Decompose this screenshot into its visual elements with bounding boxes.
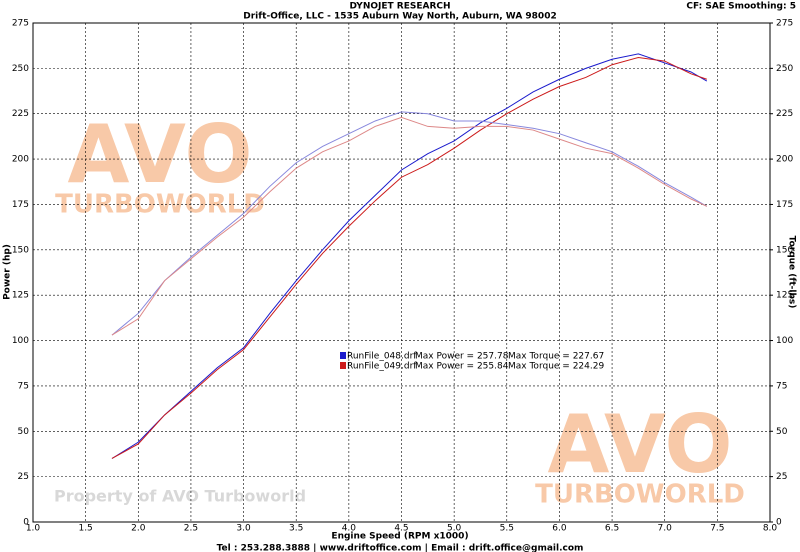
legend-file: RunFile_048.drf: [347, 352, 417, 362]
y2-tick-label: 50: [776, 427, 788, 437]
y2-tick-label: 0: [776, 518, 782, 528]
x-tick-label: 2.0: [131, 524, 146, 534]
watermark: AVO: [548, 398, 733, 491]
y2-tick-label: 200: [776, 155, 793, 165]
series-line: [111, 53, 708, 459]
watermark: Property of AVO Turboworld: [54, 487, 306, 506]
y-tick-label: 175: [12, 200, 29, 210]
chart-subtitle: Drift-Office, LLC - 1535 Auburn Way Nort…: [243, 12, 556, 22]
legend-file: RunFile_049.drf: [347, 362, 417, 372]
y2-tick-label: 100: [776, 336, 793, 346]
x-tick-label: 7.0: [658, 524, 673, 534]
y2-tick-label: 75: [776, 381, 787, 391]
y2-tick-label: 250: [776, 64, 793, 74]
y-tick-label: 25: [18, 472, 29, 482]
x-tick-label: 3.0: [236, 524, 251, 534]
x-tick-label: 1.0: [26, 524, 41, 534]
chart-title: DYNOJET RESEARCH: [349, 2, 450, 12]
legend-max-power: Max Power = 255.84: [415, 362, 509, 372]
legend-max-power: Max Power = 257.78: [415, 352, 509, 362]
watermark: TURBOWORLD: [535, 480, 745, 510]
y-tick-label: 275: [12, 19, 29, 29]
x-tick-label: 5.5: [500, 524, 514, 534]
x-tick-label: 4.5: [394, 524, 408, 534]
legend-swatch: [340, 362, 346, 369]
x-tick-label: 1.5: [78, 524, 92, 534]
legend-max-torque: Max Torque = 227.67: [508, 352, 604, 362]
x-tick-label: 6.5: [605, 524, 619, 534]
y-tick-label: 250: [12, 64, 29, 74]
x-tick-label: 2.5: [184, 524, 198, 534]
legend-swatch: [340, 352, 346, 359]
y-tick-label: 225: [12, 109, 29, 119]
series-line: [111, 56, 707, 459]
y-tick-label: 75: [18, 381, 29, 391]
x-tick-label: 8.0: [763, 524, 778, 534]
watermark: AVO: [68, 108, 253, 201]
y2-tick-label: 25: [776, 472, 787, 482]
y-tick-label: 150: [12, 245, 29, 255]
y-tick-label: 50: [18, 427, 30, 437]
x-tick-label: 3.5: [289, 524, 303, 534]
legend-max-torque: Max Torque = 224.29: [508, 362, 604, 372]
y-tick-label: 0: [23, 518, 29, 528]
y2-tick-label: 150: [776, 245, 793, 255]
y2-axis-label: Torque (ft-lbs): [787, 236, 797, 309]
y-axis-label: Power (hp): [3, 244, 13, 300]
settings-text: CF: SAE Smoothing: 5: [686, 2, 796, 12]
footer: Tel : 253.288.3888 | www.driftoffice.com…: [217, 544, 584, 552]
x-axis-label: Engine Speed (RPM x1000): [331, 532, 468, 542]
x-tick-label: 6.0: [552, 524, 567, 534]
plot-frame: [32, 22, 771, 523]
y2-tick-label: 275: [776, 19, 793, 29]
series-line: [111, 116, 708, 336]
y2-tick-label: 125: [776, 291, 793, 301]
x-tick-label: 5.0: [447, 524, 462, 534]
x-tick-label: 7.5: [710, 524, 724, 534]
y-tick-label: 200: [12, 155, 29, 165]
x-tick-label: 4.0: [342, 524, 357, 534]
y2-tick-label: 175: [776, 200, 793, 210]
y-tick-label: 125: [12, 291, 29, 301]
y-tick-label: 100: [12, 336, 29, 346]
y2-tick-label: 225: [776, 109, 793, 119]
series-line: [111, 111, 708, 336]
